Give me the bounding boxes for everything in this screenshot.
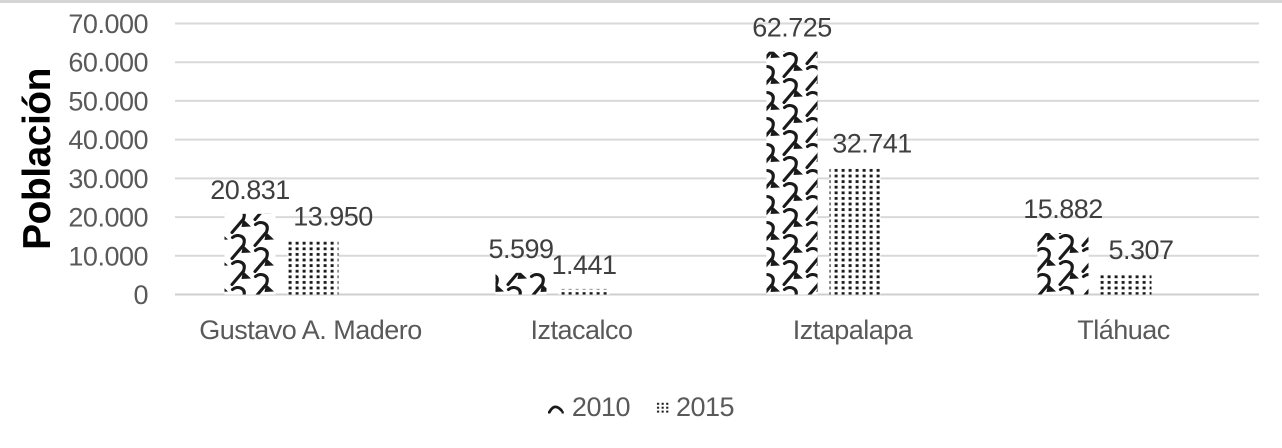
x-axis-label-gustavo-a-madero: Gustavo A. Madero — [199, 315, 422, 345]
y-tick-label-0: 0 — [133, 280, 148, 310]
legend-label-2010: 2010 — [571, 392, 631, 422]
value-label-2015-iztapalapa: 32.741 — [832, 129, 912, 159]
chart-legend: 2010 2015 — [0, 394, 1282, 421]
value-label-2010-gustavo-a-madero: 20.831 — [210, 175, 290, 205]
bar-2010-iztacalco[interactable] — [495, 272, 547, 295]
bar-2015-gustavo-a-madero[interactable] — [287, 240, 339, 295]
value-label-2010-iztapalapa: 62.725 — [752, 13, 832, 43]
y-tick-label-30000: 30.000 — [68, 164, 148, 194]
y-tick-label-50000: 50.000 — [68, 86, 148, 116]
y-tick-label-60000: 60.000 — [68, 48, 148, 78]
window-top-edge — [0, 0, 1282, 3]
x-axis-label-tlahuac: Tláhuac — [1077, 315, 1170, 345]
legend-item-2010[interactable]: 2010 — [547, 392, 631, 422]
bar-2015-iztapalapa[interactable] — [829, 167, 881, 295]
legend-label-2015: 2015 — [676, 392, 735, 422]
y-tick-label-10000: 10.000 — [68, 241, 148, 271]
value-label-2015-gustavo-a-madero: 13.950 — [293, 201, 373, 231]
bar-2010-gustavo-a-madero[interactable] — [224, 213, 276, 295]
x-axis-label-iztapalapa: Iztapalapa — [793, 315, 914, 345]
y-tick-label-70000: 70.000 — [68, 9, 148, 39]
value-label-2010-tlahuac: 15.882 — [1023, 194, 1103, 224]
y-tick-label-20000: 20.000 — [68, 203, 148, 233]
value-label-2010-iztacalco: 5.599 — [488, 234, 553, 264]
bar-2010-iztapalapa[interactable] — [766, 51, 818, 295]
legend-swatch-2015-dotted-icon — [656, 401, 669, 414]
legend-item-2015[interactable]: 2015 — [656, 392, 735, 422]
bar-2015-iztacalco[interactable] — [558, 288, 610, 295]
y-tick-label-40000: 40.000 — [68, 125, 148, 155]
bar-2015-tlahuac[interactable] — [1100, 273, 1152, 295]
value-label-2015-iztacalco: 1.441 — [551, 250, 616, 280]
x-axis-label-iztacalco: Iztacalco — [530, 315, 632, 345]
legend-swatch-2010-shingle-icon — [547, 405, 564, 414]
value-label-2015-tlahuac: 5.307 — [1108, 235, 1173, 265]
bar-2010-tlahuac[interactable] — [1037, 233, 1089, 295]
